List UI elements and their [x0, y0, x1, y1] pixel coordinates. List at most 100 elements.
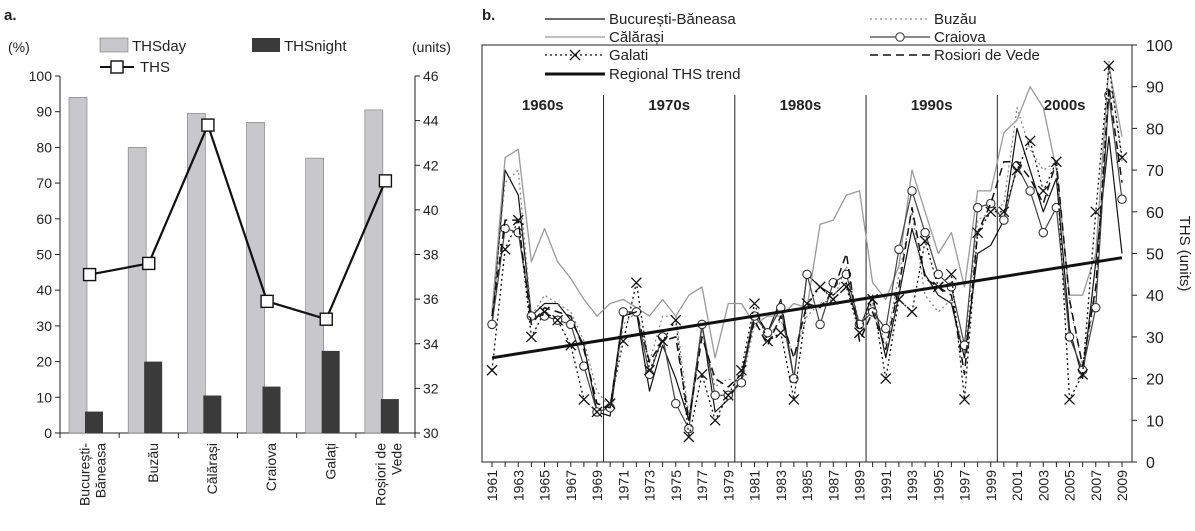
y-tick-label: 30	[1146, 330, 1164, 347]
bar-thsday	[127, 147, 147, 434]
x-tick-label: 2009	[1114, 470, 1130, 501]
legend-label: Galati	[609, 47, 648, 64]
series-line-4	[491, 65, 1123, 438]
x-tick-label: 1977	[694, 470, 710, 501]
x-category-label: Craiova	[263, 443, 279, 491]
x-category-label: București-Băneasa	[77, 443, 109, 506]
galati-marker	[578, 393, 590, 405]
y2-tick-label: 32	[423, 380, 439, 396]
y-tick-label: 10	[1146, 413, 1164, 430]
y-tick-label: 70	[36, 175, 52, 191]
bar-thsday	[187, 113, 206, 434]
x-category-label: Buzău	[145, 443, 161, 483]
craiova-marker	[1025, 186, 1035, 196]
galati-marker	[591, 406, 603, 418]
craiova-marker	[920, 227, 930, 238]
y-tick-label: 20	[36, 354, 52, 370]
ths-marker	[201, 118, 215, 132]
y-tick-label: 0	[1146, 455, 1155, 472]
craiova-marker	[880, 323, 891, 334]
bar-thsnight	[262, 386, 281, 433]
galati-marker	[880, 373, 892, 385]
x-category-label-line: Vede	[388, 443, 404, 475]
legend-label-thsday: THSday	[132, 38, 187, 55]
galati-marker	[1103, 60, 1115, 72]
decade-label: 1980s	[780, 97, 822, 114]
x-category-label-line: Băneasa	[93, 443, 109, 498]
x-category-label: Roșiori deVede	[372, 443, 404, 506]
galati-marker	[1064, 393, 1075, 405]
x-category-label-line: București-	[77, 443, 93, 506]
x-tick-label: 1961	[484, 470, 500, 501]
x-tick-label: 1989	[852, 470, 868, 501]
bar-thsnight	[85, 411, 103, 433]
y-tick-label: 90	[1146, 80, 1164, 97]
decade-label: 1960s	[522, 97, 564, 114]
galati-marker	[854, 327, 865, 339]
bar-thsnight	[321, 350, 340, 433]
left-axis-label: (%)	[8, 39, 30, 55]
x-tick-label: 1983	[773, 470, 789, 501]
x-tick-label: 1967	[563, 470, 579, 501]
craiova-marker	[539, 311, 550, 321]
x-tick-label: 1969	[589, 470, 605, 501]
legend-label: București-Băneasa	[609, 11, 736, 28]
galati-marker	[893, 293, 905, 305]
galati-marker	[722, 389, 734, 401]
series-line-3	[491, 94, 1123, 430]
x-tick-label: 1973	[642, 470, 658, 501]
x-tick-label: 1981	[747, 470, 763, 501]
y-tick-label: 50	[36, 247, 52, 263]
bar-thsday	[68, 97, 88, 434]
panel-label-b: b.	[482, 7, 495, 24]
galati-marker	[998, 206, 1010, 218]
galati-marker	[696, 368, 708, 380]
legend-swatch-thsnight	[252, 38, 280, 52]
ths-marker	[260, 294, 274, 309]
craiova-marker	[710, 390, 720, 401]
galati-marker	[1077, 368, 1089, 380]
x-category-label-line: Călărași	[204, 443, 220, 494]
galati-marker	[840, 281, 852, 293]
craiova-marker	[815, 319, 825, 330]
y-tick-label: 10	[36, 389, 52, 405]
x-category-label-line: Roșiori de	[372, 443, 388, 506]
bar-thsnight	[203, 395, 222, 433]
craiova-marker	[985, 198, 996, 209]
y-tick-label: 60	[1146, 205, 1164, 222]
craiova-marker	[513, 227, 523, 238]
legend-marker-ths	[110, 60, 124, 74]
x-tick-label: 1965	[537, 470, 553, 501]
craiova-marker	[736, 378, 747, 388]
y-tick-label: 90	[36, 104, 52, 120]
x-tick-label: 1997	[957, 470, 973, 501]
galati-marker	[709, 414, 721, 426]
y-tick-label: 30	[36, 318, 52, 334]
legend-marker-x	[569, 49, 581, 61]
galati-marker	[945, 268, 957, 280]
galati-marker	[814, 281, 826, 293]
y-tick-label: 80	[36, 139, 52, 155]
y-tick-label: 60	[36, 211, 52, 227]
decade-label: 1970s	[648, 97, 690, 114]
ths-marker	[378, 174, 393, 188]
galati-marker	[630, 277, 642, 289]
y-tick-label: 40	[36, 282, 52, 298]
legend-label: Rosiori de Vede	[934, 47, 1040, 64]
ths-line	[89, 122, 387, 321]
y2-tick-label: 44	[423, 113, 439, 129]
legend-label: Regional THS trend	[609, 66, 740, 83]
ths-marker	[82, 267, 97, 282]
galati-marker	[959, 393, 970, 405]
y-tick-label: 80	[1146, 121, 1164, 138]
x-category-label: Galați	[322, 443, 338, 480]
bar-thsday	[305, 157, 324, 434]
y2-tick-label: 38	[423, 247, 439, 263]
ths-marker	[142, 256, 156, 271]
craiova-marker	[802, 269, 812, 280]
galati-marker	[644, 364, 655, 376]
decade-label: 1990s	[911, 97, 953, 114]
galati-marker	[552, 314, 564, 326]
galati-marker	[749, 298, 760, 309]
legend-label: Buzău	[934, 11, 977, 28]
